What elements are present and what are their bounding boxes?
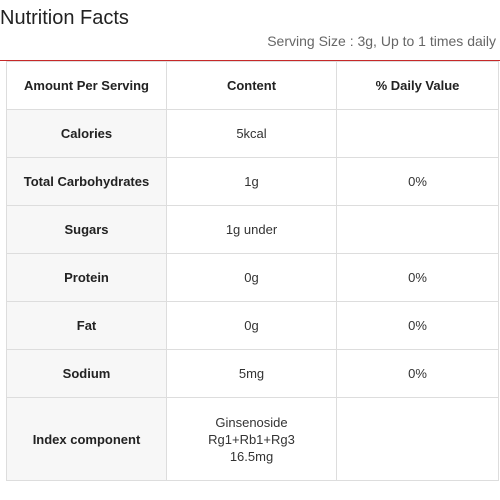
table-row: Index component Ginsenoside Rg1+Rb1+Rg3 … <box>6 397 499 481</box>
nutrition-table: Amount Per Serving Content % Daily Value… <box>6 61 499 481</box>
column-header-content: Content <box>166 61 337 110</box>
row-content: 5kcal <box>166 109 337 158</box>
table-row: Fat 0g 0% <box>6 301 499 350</box>
row-daily-value <box>336 397 499 481</box>
row-content: 5mg <box>166 349 337 398</box>
row-content: 1g <box>166 157 337 206</box>
table-row: Calories 5kcal <box>6 109 499 158</box>
column-header-daily-value: % Daily Value <box>336 61 499 110</box>
table-header-row: Amount Per Serving Content % Daily Value <box>6 61 499 110</box>
title-divider <box>0 60 500 61</box>
row-label: Calories <box>6 109 167 158</box>
row-label: Fat <box>6 301 167 350</box>
content-line: Rg1+Rb1+Rg3 <box>208 431 295 447</box>
column-header-amount: Amount Per Serving <box>6 61 167 110</box>
row-daily-value: 0% <box>336 253 499 302</box>
row-content: Ginsenoside Rg1+Rb1+Rg3 16.5mg <box>166 397 337 481</box>
serving-size-text: Serving Size : 3g, Up to 1 times daily <box>267 33 496 49</box>
row-daily-value: 0% <box>336 349 499 398</box>
row-label: Sodium <box>6 349 167 398</box>
row-content: 1g under <box>166 205 337 254</box>
content-line: Ginsenoside <box>215 414 288 430</box>
row-daily-value: 0% <box>336 157 499 206</box>
table-row: Protein 0g 0% <box>6 253 499 302</box>
row-label: Total Carbohydrates <box>6 157 167 206</box>
row-label: Index component <box>6 397 167 481</box>
table-row: Sugars 1g under <box>6 205 499 254</box>
row-daily-value: 0% <box>336 301 499 350</box>
table-row: Sodium 5mg 0% <box>6 349 499 398</box>
content-line: 16.5mg <box>229 448 274 464</box>
table-row: Total Carbohydrates 1g 0% <box>6 157 499 206</box>
row-content: 0g <box>166 301 337 350</box>
row-label: Sugars <box>6 205 167 254</box>
row-daily-value <box>336 205 499 254</box>
row-daily-value <box>336 109 499 158</box>
page-title: Nutrition Facts <box>0 7 129 29</box>
row-label: Protein <box>6 253 167 302</box>
row-content: 0g <box>166 253 337 302</box>
